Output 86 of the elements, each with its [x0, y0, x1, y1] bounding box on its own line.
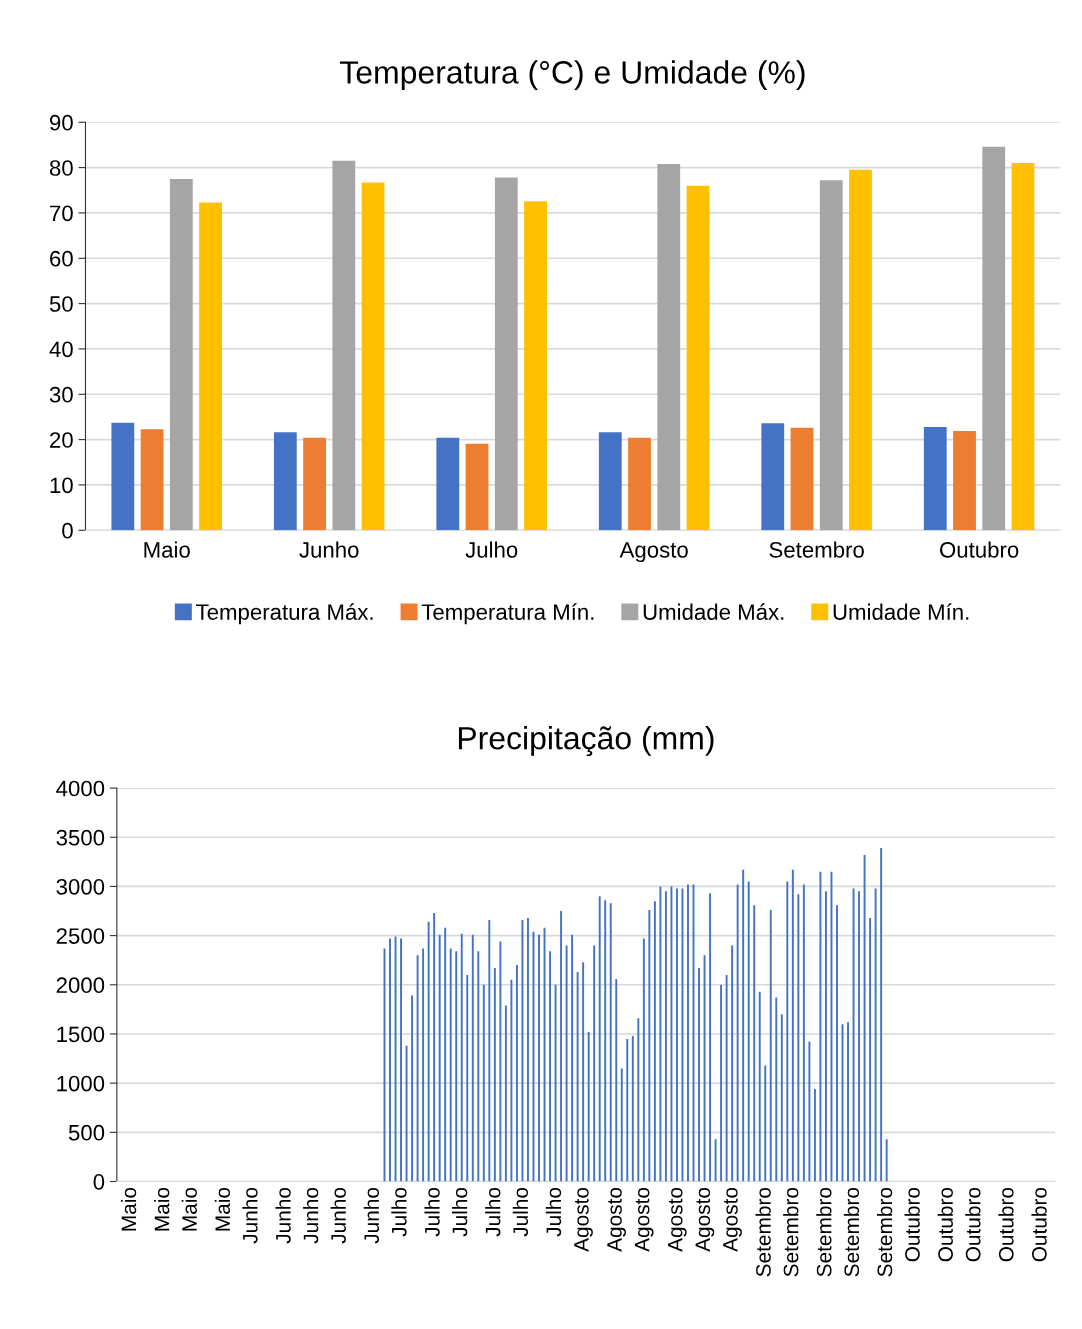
x-tick-label: Julho: [391, 1187, 407, 1237]
legend-label: Umidade Máx.: [643, 603, 784, 620]
x-tick-label: Maio: [144, 541, 190, 558]
x-tick-label: Setembro: [876, 1187, 893, 1277]
y-tick-label: 50: [49, 296, 73, 312]
y-tick-label: 80: [49, 160, 73, 176]
x-tick-label: Maio: [154, 1187, 170, 1231]
x-tick-label: Setembro: [843, 1187, 860, 1277]
x-tick-label: Junho: [303, 1187, 319, 1244]
y-tick-label: 3000: [56, 878, 105, 895]
bar: [332, 160, 356, 531]
legend-label: Temperatura Máx.: [196, 603, 373, 625]
bar: [140, 429, 164, 531]
x-tick-label: Agosto: [619, 542, 688, 563]
x-tick-label: Agosto: [607, 1187, 626, 1252]
bar: [657, 163, 681, 531]
y-tick-label: 0: [62, 522, 73, 539]
bar: [494, 177, 518, 531]
y-tick-label: 30: [49, 386, 73, 403]
x-tick-label: Julho: [485, 1187, 501, 1237]
x-tick-label: Setembro: [783, 1187, 799, 1277]
bar: [1011, 163, 1035, 531]
bar: [111, 422, 135, 531]
x-tick-label: Setembro: [816, 1187, 832, 1277]
y-tick-label: 60: [50, 250, 73, 267]
bar: [436, 437, 460, 531]
bar: [628, 437, 651, 531]
x-tick-label: Setembro: [755, 1187, 771, 1277]
x-tick-label: Outubro: [965, 1187, 981, 1262]
y-tick-label: 2500: [56, 928, 105, 944]
x-tick-label: Julho: [545, 1187, 562, 1237]
y-tick-label: 3500: [56, 829, 105, 846]
bar: [819, 180, 843, 531]
x-tick-label: Maio: [214, 1187, 231, 1231]
chart-title: Temperatura (°C) e Umidade (%): [340, 60, 805, 91]
bar: [361, 182, 385, 531]
y-tick-label: 1500: [57, 1026, 105, 1043]
y-tick-label: 40: [49, 341, 73, 358]
x-tick-label: Junho: [363, 1187, 380, 1244]
x-tick-label: Setembro: [769, 541, 864, 558]
x-tick-label: Julho: [424, 1187, 440, 1237]
bar: [169, 178, 193, 531]
x-tick-label: Julho: [465, 541, 518, 558]
y-tick-label: 500: [68, 1124, 105, 1141]
x-tick-label: Outubro: [904, 1187, 920, 1262]
bar: [273, 432, 297, 531]
bar: [465, 443, 489, 531]
bar: [598, 432, 622, 531]
x-tick-label: Outubro: [998, 1187, 1014, 1262]
x-tick-label: Agosto: [723, 1187, 742, 1252]
bar: [199, 202, 222, 531]
y-tick-label: 4000: [56, 780, 105, 797]
bar: [849, 169, 872, 531]
x-tick-label: Agosto: [634, 1187, 654, 1252]
x-tick-label: Maio: [181, 1187, 197, 1231]
bar: [982, 146, 1006, 531]
bar: [923, 426, 947, 531]
x-tick-label: Agosto: [695, 1187, 715, 1252]
x-tick-label: Junho: [275, 1187, 291, 1244]
bar: [524, 201, 547, 531]
bar: [686, 185, 710, 531]
x-tick-label: Junho: [242, 1187, 258, 1244]
x-tick-label: Outubro: [937, 1187, 953, 1262]
y-tick-label: 1000: [57, 1075, 105, 1092]
bar: [761, 423, 785, 531]
legend-label: Umidade Mín.: [833, 603, 969, 620]
chart-title: Precipitação (mm): [458, 726, 714, 756]
x-tick-label: Junho: [299, 541, 359, 558]
x-tick-label: Outubro: [1031, 1187, 1047, 1262]
x-tick-label: Julho: [452, 1187, 468, 1237]
x-tick-label: Agosto: [668, 1187, 687, 1252]
x-tick-label: Outubro: [940, 541, 1019, 558]
y-tick-label: 2000: [56, 977, 105, 994]
legend-label: Temperatura Mín.: [421, 603, 594, 625]
y-tick-label: 20: [50, 432, 73, 448]
y-tick-label: 90: [50, 114, 73, 131]
y-tick-label: 70: [50, 205, 73, 222]
bar: [790, 427, 814, 531]
x-tick-label: Agosto: [574, 1187, 593, 1252]
bar: [953, 430, 976, 531]
x-tick-label: Julho: [512, 1187, 529, 1237]
y-tick-label: 0: [93, 1174, 105, 1190]
x-tick-label: Maio: [120, 1187, 137, 1231]
x-tick-label: Junho: [330, 1187, 346, 1244]
bar: [303, 437, 326, 531]
y-tick-label: 10: [50, 477, 73, 494]
